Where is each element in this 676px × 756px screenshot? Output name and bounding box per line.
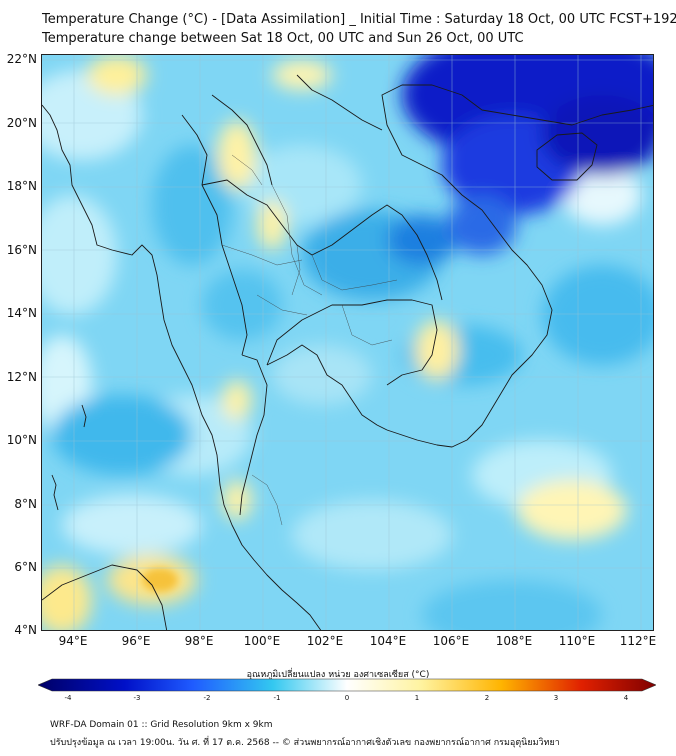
lon-label-106e: 106°E [432, 634, 470, 648]
lon-label-102e: 102°E [306, 634, 344, 648]
update-credit: ปรับปรุงข้อมูล ณ เวลา 19:00น. วัน ศ. ที่… [50, 738, 560, 748]
colorbar-tick-2: 2 [484, 694, 490, 702]
lon-label-96e: 96°E [121, 634, 151, 648]
lon-label-98e: 98°E [184, 634, 214, 648]
colorbar-tick-4: 4 [623, 694, 629, 702]
lat-label-14n: 14°N [6, 306, 37, 320]
colorbar-tick-m4: -4 [64, 694, 72, 702]
lat-label-8n: 8°N [14, 497, 37, 511]
colorbar-tick-1: 1 [414, 694, 420, 702]
lat-label-10n: 10°N [6, 433, 37, 447]
colorbar-tick-0: 0 [344, 694, 350, 702]
lon-label-110e: 110°E [558, 634, 596, 648]
model-info: WRF-DA Domain 01 :: Grid Resolution 9km … [50, 720, 273, 730]
lat-label-20n: 20°N [6, 116, 37, 130]
lon-label-108e: 108°E [495, 634, 533, 648]
colorbar-tick-m3: -3 [133, 694, 141, 702]
lon-label-104e: 104°E [369, 634, 407, 648]
lat-label-18n: 18°N [6, 179, 37, 193]
map-subtitle: Temperature change between Sat 18 Oct, 0… [42, 31, 524, 46]
colorbar [38, 678, 656, 692]
lon-label-100e: 100°E [243, 634, 281, 648]
lon-label-94e: 94°E [58, 634, 88, 648]
colorbar-tick-m1: -1 [273, 694, 281, 702]
lat-label-6n: 6°N [14, 560, 37, 574]
lat-label-4n: 4°N [14, 623, 37, 637]
colorbar-tick-m2: -2 [203, 694, 211, 702]
colorbar-title: อุณหภูมิเปลี่ยนแปลง หน่วย องศาเซลเซียส (… [246, 670, 430, 680]
colorbar-tick-3: 3 [553, 694, 559, 702]
lat-label-16n: 16°N [6, 243, 37, 257]
map-title: Temperature Change (°C) - [Data Assimila… [42, 12, 676, 27]
lon-label-112e: 112°E [619, 634, 657, 648]
lat-label-22n: 22°N [6, 52, 37, 66]
temperature-change-map [41, 54, 654, 631]
map-field [42, 55, 653, 630]
lat-label-12n: 12°N [6, 370, 37, 384]
